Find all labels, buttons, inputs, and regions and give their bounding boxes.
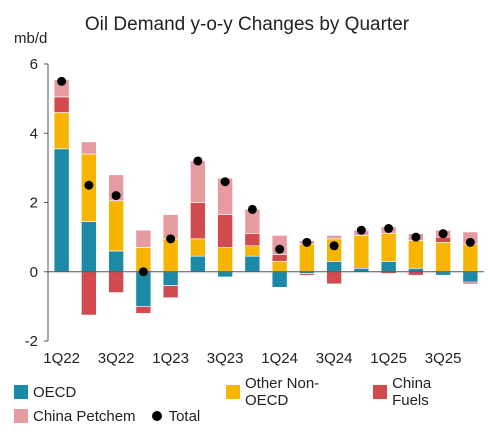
bar-oecd-3q25: [435, 271, 451, 276]
legend-label-china-petchem: China Petchem: [33, 407, 136, 425]
legend-row: OECD Other Non-OECD China Fuels: [14, 375, 484, 409]
bar-other-non-oecd-1q22: [53, 112, 70, 150]
x-tick-label: 3Q22: [98, 350, 135, 367]
legend-item-other-non-oecd: Other Non-OECD: [226, 375, 359, 409]
bar-china-petchem-4q22: [135, 229, 152, 248]
legend-item-oecd: OECD: [14, 384, 76, 401]
bar-china-fuels-2q25: [408, 271, 424, 276]
legend-item-total: Total: [150, 407, 201, 425]
bar-oecd-3q23: [217, 271, 233, 278]
bar-oecd-1q22: [53, 148, 70, 273]
total-markers-layer: [57, 76, 475, 277]
bar-china-fuels-1q23: [162, 285, 179, 299]
x-tick-label: 3Q23: [207, 350, 244, 367]
legend-swatch-oecd: [14, 385, 28, 399]
bar-china-fuels-2q23: [190, 202, 206, 240]
bar-oecd-1q24: [271, 271, 288, 288]
bar-china-fuels-4q23: [244, 233, 261, 247]
bar-china-fuels-3q24: [326, 271, 342, 285]
bar-other-non-oecd-2q24: [299, 243, 315, 273]
bar-oecd-1q23: [162, 271, 179, 286]
total-marker-3q24: [329, 241, 339, 251]
bar-china-petchem-3q24: [326, 235, 342, 240]
legend-item-china-fuels: China Fuels: [373, 375, 470, 409]
total-marker-3q23: [220, 177, 230, 187]
total-marker-2q23: [193, 156, 203, 166]
bar-china-fuels-3q23: [217, 214, 233, 248]
bar-oecd-2q25: [408, 267, 424, 273]
x-tick-label: 1Q25: [370, 350, 407, 367]
bar-china-fuels-1q22: [53, 96, 70, 113]
y-tick-label: -2: [25, 333, 38, 350]
bar-other-non-oecd-4q24: [353, 235, 370, 269]
bar-oecd-4q24: [353, 267, 370, 273]
legend-label-other-non-oecd: Other Non-OECD: [244, 375, 320, 409]
x-tick-label: 1Q23: [152, 350, 189, 367]
bar-china-fuels-2q24: [299, 273, 315, 276]
legend-row: China Petchem Total: [14, 404, 484, 428]
bar-other-non-oecd-1q23: [162, 238, 179, 273]
total-marker-2q25: [411, 232, 421, 242]
bar-oecd-4q22: [135, 271, 152, 307]
bar-oecd-3q22: [108, 250, 124, 273]
legend-label-oecd: OECD: [33, 383, 77, 401]
total-marker-1q23: [166, 234, 176, 244]
bar-oecd-4q23: [244, 255, 261, 273]
legend-dot-total: [151, 411, 162, 421]
bar-other-non-oecd-2q25: [408, 240, 424, 269]
bar-china-fuels-4q25: [462, 281, 479, 285]
bar-oecd-4q25: [462, 271, 479, 283]
y-axis-unit-label: mb/d: [14, 30, 48, 47]
total-marker-1q25: [384, 223, 394, 233]
bar-oecd-1q25: [380, 261, 397, 273]
total-marker-2q24: [302, 237, 312, 247]
x-tick-label: 1Q22: [43, 350, 80, 367]
chart-plot-area: -2 0 2 4 6 1Q22 3Q22 1Q23 3Q23 1Q24 3Q24 1Q25 3Q25: [25, 56, 484, 367]
bar-china-petchem-2q22: [81, 141, 97, 155]
bar-other-non-oecd-1q25: [380, 233, 397, 262]
x-tick-label: 3Q25: [425, 350, 462, 367]
bar-other-non-oecd-4q23: [244, 245, 261, 257]
legend-swatch-other-non-oecd: [226, 385, 240, 399]
bar-china-fuels-1q24: [271, 254, 288, 262]
bar-oecd-2q22: [81, 221, 97, 273]
bar-china-fuels-2q22: [81, 271, 97, 316]
legend-item-china-petchem: China Petchem: [14, 408, 136, 425]
bar-other-non-oecd-3q22: [108, 200, 124, 252]
bar-oecd-2q23: [190, 255, 206, 273]
chart-legend: OECD Other Non-OECD China Fuels China Pe…: [14, 375, 484, 428]
legend-label-china-fuels: China Fuels: [392, 375, 432, 409]
bar-other-non-oecd-4q25: [462, 243, 479, 273]
bar-other-non-oecd-3q25: [435, 242, 451, 273]
x-tick-label: 3Q24: [316, 350, 353, 367]
total-marker-4q23: [247, 204, 257, 214]
bar-oecd-3q24: [326, 261, 342, 273]
total-marker-4q22: [138, 267, 148, 277]
legend-swatch-china-fuels: [373, 385, 388, 399]
bar-china-petchem-2q23: [190, 160, 206, 203]
total-marker-1q22: [57, 76, 67, 86]
x-tick-label: 1Q24: [261, 350, 298, 367]
legend-swatch-china-petchem: [14, 409, 28, 423]
bar-other-non-oecd-1q24: [271, 261, 288, 273]
bar-china-fuels-3q22: [108, 271, 124, 293]
y-tick-label: 2: [30, 195, 38, 212]
chart-title: Oil Demand y-o-y Changes by Quarter: [84, 14, 410, 35]
total-marker-3q22: [111, 191, 121, 201]
total-marker-3q25: [438, 229, 448, 239]
bar-other-non-oecd-3q23: [217, 247, 233, 273]
legend-label-total: Total: [168, 407, 201, 425]
total-marker-2q22: [84, 180, 94, 190]
y-tick-label: 6: [30, 56, 38, 73]
y-tick-labels: -2 0 2 4 6: [25, 56, 48, 350]
x-tick-labels: 1Q22 3Q22 1Q23 3Q23 1Q24 3Q24 1Q25 3Q25: [43, 350, 461, 367]
y-tick-label: 0: [30, 264, 38, 281]
y-tick-label: 4: [30, 125, 38, 142]
total-marker-4q24: [356, 225, 366, 235]
bar-other-non-oecd-2q23: [190, 238, 206, 257]
total-marker-1q24: [275, 244, 285, 254]
total-marker-4q25: [465, 237, 475, 247]
bar-china-fuels-4q22: [135, 306, 152, 314]
